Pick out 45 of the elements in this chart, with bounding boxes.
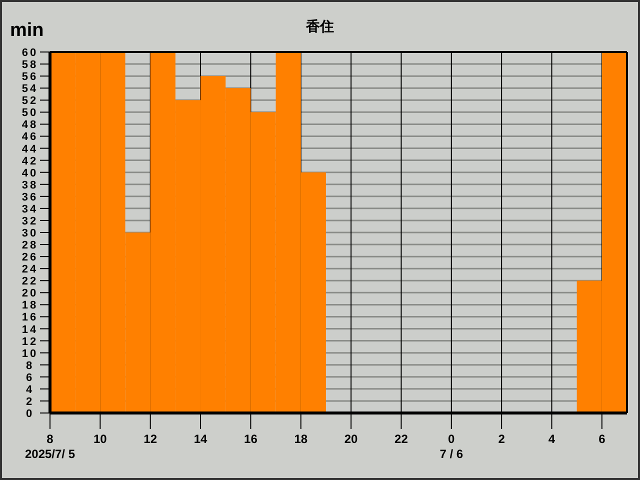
y-tick-label: 10	[22, 348, 38, 360]
x-tick-label: 0 7 / 6	[440, 432, 464, 461]
y-axis-title: min	[10, 20, 44, 41]
y-tick-label: 2	[26, 396, 34, 408]
y-tick-label: 60	[22, 47, 38, 59]
chart-title: 香住	[305, 18, 334, 34]
x-tick-label: 18	[294, 432, 308, 446]
y-tick-label: 58	[22, 59, 38, 72]
y-tick-label: 20	[22, 288, 38, 300]
y-tick-label: 14	[22, 324, 38, 336]
y-tick-label: 56	[22, 71, 38, 84]
x-tick-label: 8 2025/7/ 5	[24, 432, 76, 461]
y-tick-label: 54	[22, 83, 38, 96]
y-tick-label: 8	[26, 360, 34, 372]
y-tick-label: 0	[26, 408, 34, 420]
y-tick-label: 52	[22, 95, 38, 108]
x-tick-label: 10	[93, 432, 108, 446]
x-tick-label: 2	[498, 432, 506, 446]
x-tick-label: 12	[144, 432, 158, 446]
x-tick-label: 6	[598, 432, 606, 446]
y-tick-label: 22	[22, 276, 38, 288]
y-tick-label: 24	[22, 264, 38, 276]
x-tick-label: 16	[244, 432, 258, 446]
y-tick-label: 38	[22, 179, 38, 192]
y-tick-label: 48	[22, 119, 38, 132]
y-tick-label: 40	[22, 167, 38, 180]
y-tick-label: 28	[22, 240, 38, 252]
y-tick-label: 12	[22, 336, 38, 348]
x-tick-label: 14	[194, 432, 208, 446]
y-tick-label: 6	[26, 372, 34, 384]
y-tick-label: 42	[22, 155, 38, 168]
x-tick-label: 22	[394, 432, 408, 446]
y-tick-label: 16	[22, 312, 38, 324]
y-tick-label: 32	[22, 215, 38, 228]
y-tick-label: 18	[22, 300, 38, 312]
x-tick-label: 4	[548, 432, 556, 446]
y-tick-label: 44	[22, 143, 38, 156]
y-tick-label: 34	[22, 203, 38, 216]
y-tick-label: 50	[22, 107, 38, 120]
y-tick-label: 46	[22, 131, 38, 144]
x-tick-label: 20	[344, 432, 358, 446]
y-tick-label: 36	[22, 191, 38, 204]
y-tick-label: 26	[22, 252, 38, 264]
y-tick-label: 4	[26, 384, 34, 396]
y-tick-label: 30	[22, 228, 38, 240]
